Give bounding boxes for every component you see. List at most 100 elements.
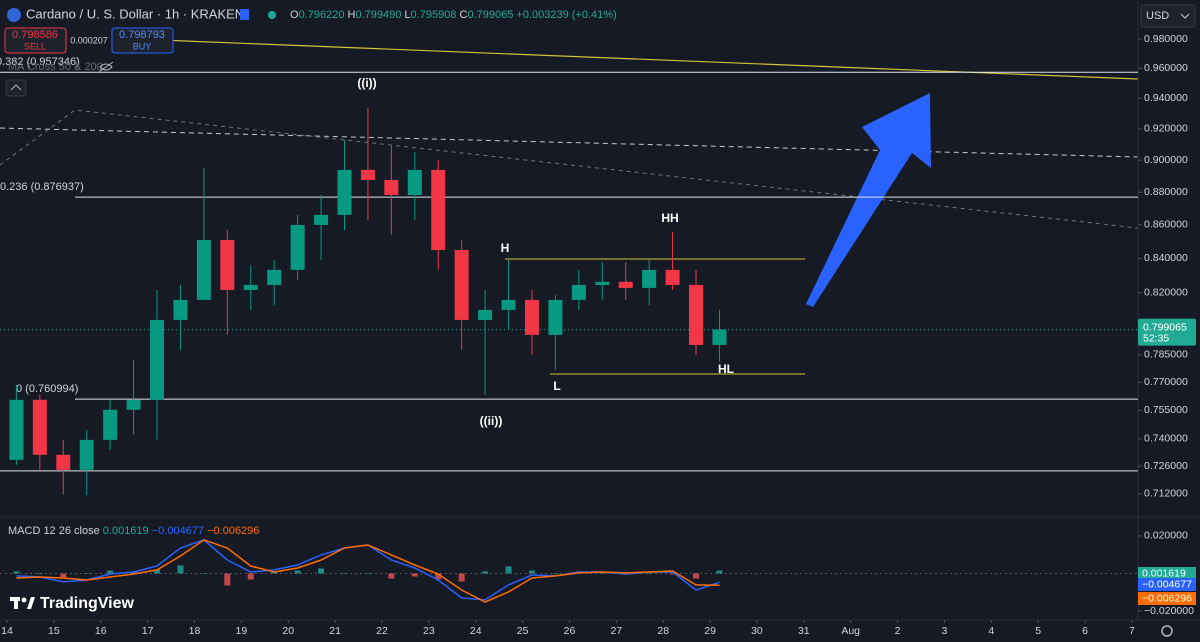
buy-label: BUY — [133, 41, 152, 51]
x-tick-label: 16 — [95, 625, 107, 637]
ohlc-value: 0.796220 — [299, 9, 345, 21]
arrow — [806, 93, 931, 307]
symbol-icon — [7, 8, 21, 22]
y-tick-label: 0.820000 — [1144, 287, 1188, 299]
histogram-bar — [388, 573, 395, 579]
wave-label: H — [501, 241, 510, 255]
candle-body — [314, 214, 329, 225]
candle-body — [196, 239, 211, 300]
currency-select[interactable] — [1140, 4, 1196, 28]
candle-body — [103, 409, 118, 440]
candle-body — [32, 399, 47, 455]
x-tick-label: 4 — [988, 625, 994, 637]
x-tick-label: 23 — [423, 625, 435, 637]
histogram-bar — [341, 573, 348, 574]
candle-body — [571, 284, 586, 300]
histogram-bar — [294, 570, 301, 574]
histogram-bar — [107, 570, 114, 574]
x-tick-label: 5 — [1035, 625, 1041, 637]
visibility-icon[interactable] — [98, 61, 114, 73]
histogram-bar — [318, 568, 325, 574]
histogram-bar — [693, 573, 700, 579]
y-tick-label: 0.960000 — [1144, 62, 1188, 74]
countdown: 52:35 — [1143, 332, 1169, 344]
ohlc-key: H — [348, 9, 356, 21]
brand: TradingView — [40, 595, 135, 612]
flag-icon[interactable] — [240, 9, 249, 20]
candle-body — [665, 269, 680, 285]
histogram-bar — [599, 573, 606, 574]
histogram-bar — [505, 566, 512, 574]
x-tick-label: 15 — [48, 625, 60, 637]
candle-body — [79, 439, 94, 470]
histogram-bar — [83, 573, 90, 574]
logo-shape — [14, 597, 18, 609]
x-tick-label: 7 — [1129, 625, 1135, 637]
y-tick-label: 0.920000 — [1144, 123, 1188, 135]
sell-button[interactable] — [4, 27, 67, 54]
last-price-tag — [1138, 318, 1196, 346]
candle-body — [290, 224, 305, 270]
y-tick-label: 0.940000 — [1144, 92, 1188, 104]
buy-price: 0.798793 — [119, 29, 165, 41]
y-tick-label: 0.712000 — [1144, 488, 1188, 500]
macd-value: −0.006296 — [207, 525, 259, 537]
symbol: Cardano / U. S. Dollar · 1h · KRAKEN — [26, 6, 244, 21]
candle-body — [548, 299, 563, 335]
candle-body — [407, 169, 422, 195]
macd-value: 0.001619 — [103, 525, 149, 537]
collapse-button[interactable] — [5, 79, 27, 97]
candle-body — [384, 179, 399, 195]
histogram-bar — [247, 573, 254, 580]
x-tick-label: 3 — [942, 625, 948, 637]
buy-button[interactable] — [111, 27, 174, 54]
x-tick-label: 29 — [704, 625, 716, 637]
value-tag — [1138, 567, 1196, 580]
candle-body — [618, 281, 633, 288]
histogram-bar — [482, 571, 489, 574]
histogram-bar — [458, 573, 465, 582]
histogram-bar — [669, 573, 676, 575]
x-tick-label: 27 — [610, 625, 622, 637]
status-dot — [268, 11, 276, 19]
candle-body — [642, 269, 657, 288]
value-tag-label: −0.004677 — [1142, 578, 1192, 590]
x-tick-label: 26 — [564, 625, 576, 637]
histogram-bar — [364, 573, 371, 574]
y-tick-label: 0.785000 — [1144, 349, 1188, 361]
histogram-bar — [646, 573, 653, 574]
y-tick-label: 0.770000 — [1144, 376, 1188, 388]
macd-title: MACD 12 26 close — [8, 525, 100, 537]
candle-body — [360, 169, 375, 180]
candle-body — [9, 399, 24, 460]
histogram-bar — [60, 573, 67, 578]
indicator-name: MA Cross 50 & 200 — [8, 61, 103, 73]
x-tick-label: 2 — [895, 625, 901, 637]
wave-label: HH — [661, 211, 678, 225]
y-tick-label: 0.840000 — [1144, 252, 1188, 264]
sell-label: SELL — [24, 41, 46, 51]
x-tick-label: 31 — [798, 625, 810, 637]
value-tag-label: −0.006296 — [1142, 592, 1192, 604]
x-tick-label: 21 — [329, 625, 341, 637]
candle-body — [243, 284, 258, 290]
candle-body — [220, 239, 235, 290]
candle-body — [126, 399, 141, 410]
sell-price: 0.798586 — [12, 29, 58, 41]
x-tick-label: Aug — [841, 625, 860, 637]
y-tick-label: 0.980000 — [1144, 33, 1188, 45]
histogram-bar — [716, 570, 723, 574]
logo-shape — [21, 597, 27, 603]
settings-icon[interactable] — [1161, 625, 1173, 637]
ohlc-value: 0.799490 — [355, 9, 401, 21]
candle-body — [431, 169, 446, 251]
macd-value: −0.004677 — [152, 525, 204, 537]
histogram-bar — [13, 571, 20, 574]
ohlc-key: C — [460, 9, 468, 21]
ohlc-value: 0.795908 — [411, 9, 457, 21]
histogram-bar — [552, 573, 559, 574]
candle-body — [689, 284, 704, 345]
